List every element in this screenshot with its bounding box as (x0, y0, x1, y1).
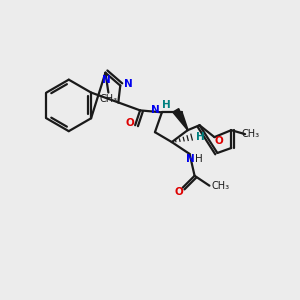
Text: CH₃: CH₃ (99, 94, 118, 104)
Text: N: N (102, 75, 111, 85)
Text: N: N (124, 79, 133, 88)
Text: H: H (195, 154, 203, 164)
Text: CH₃: CH₃ (242, 129, 260, 139)
Text: O: O (215, 136, 224, 146)
Text: H: H (163, 100, 171, 110)
Text: N: N (186, 154, 195, 164)
Text: CH₃: CH₃ (211, 181, 230, 191)
Text: O: O (174, 187, 183, 196)
Text: O: O (126, 118, 135, 128)
Text: H: H (196, 132, 205, 142)
Polygon shape (173, 109, 188, 130)
Text: N: N (151, 105, 159, 116)
